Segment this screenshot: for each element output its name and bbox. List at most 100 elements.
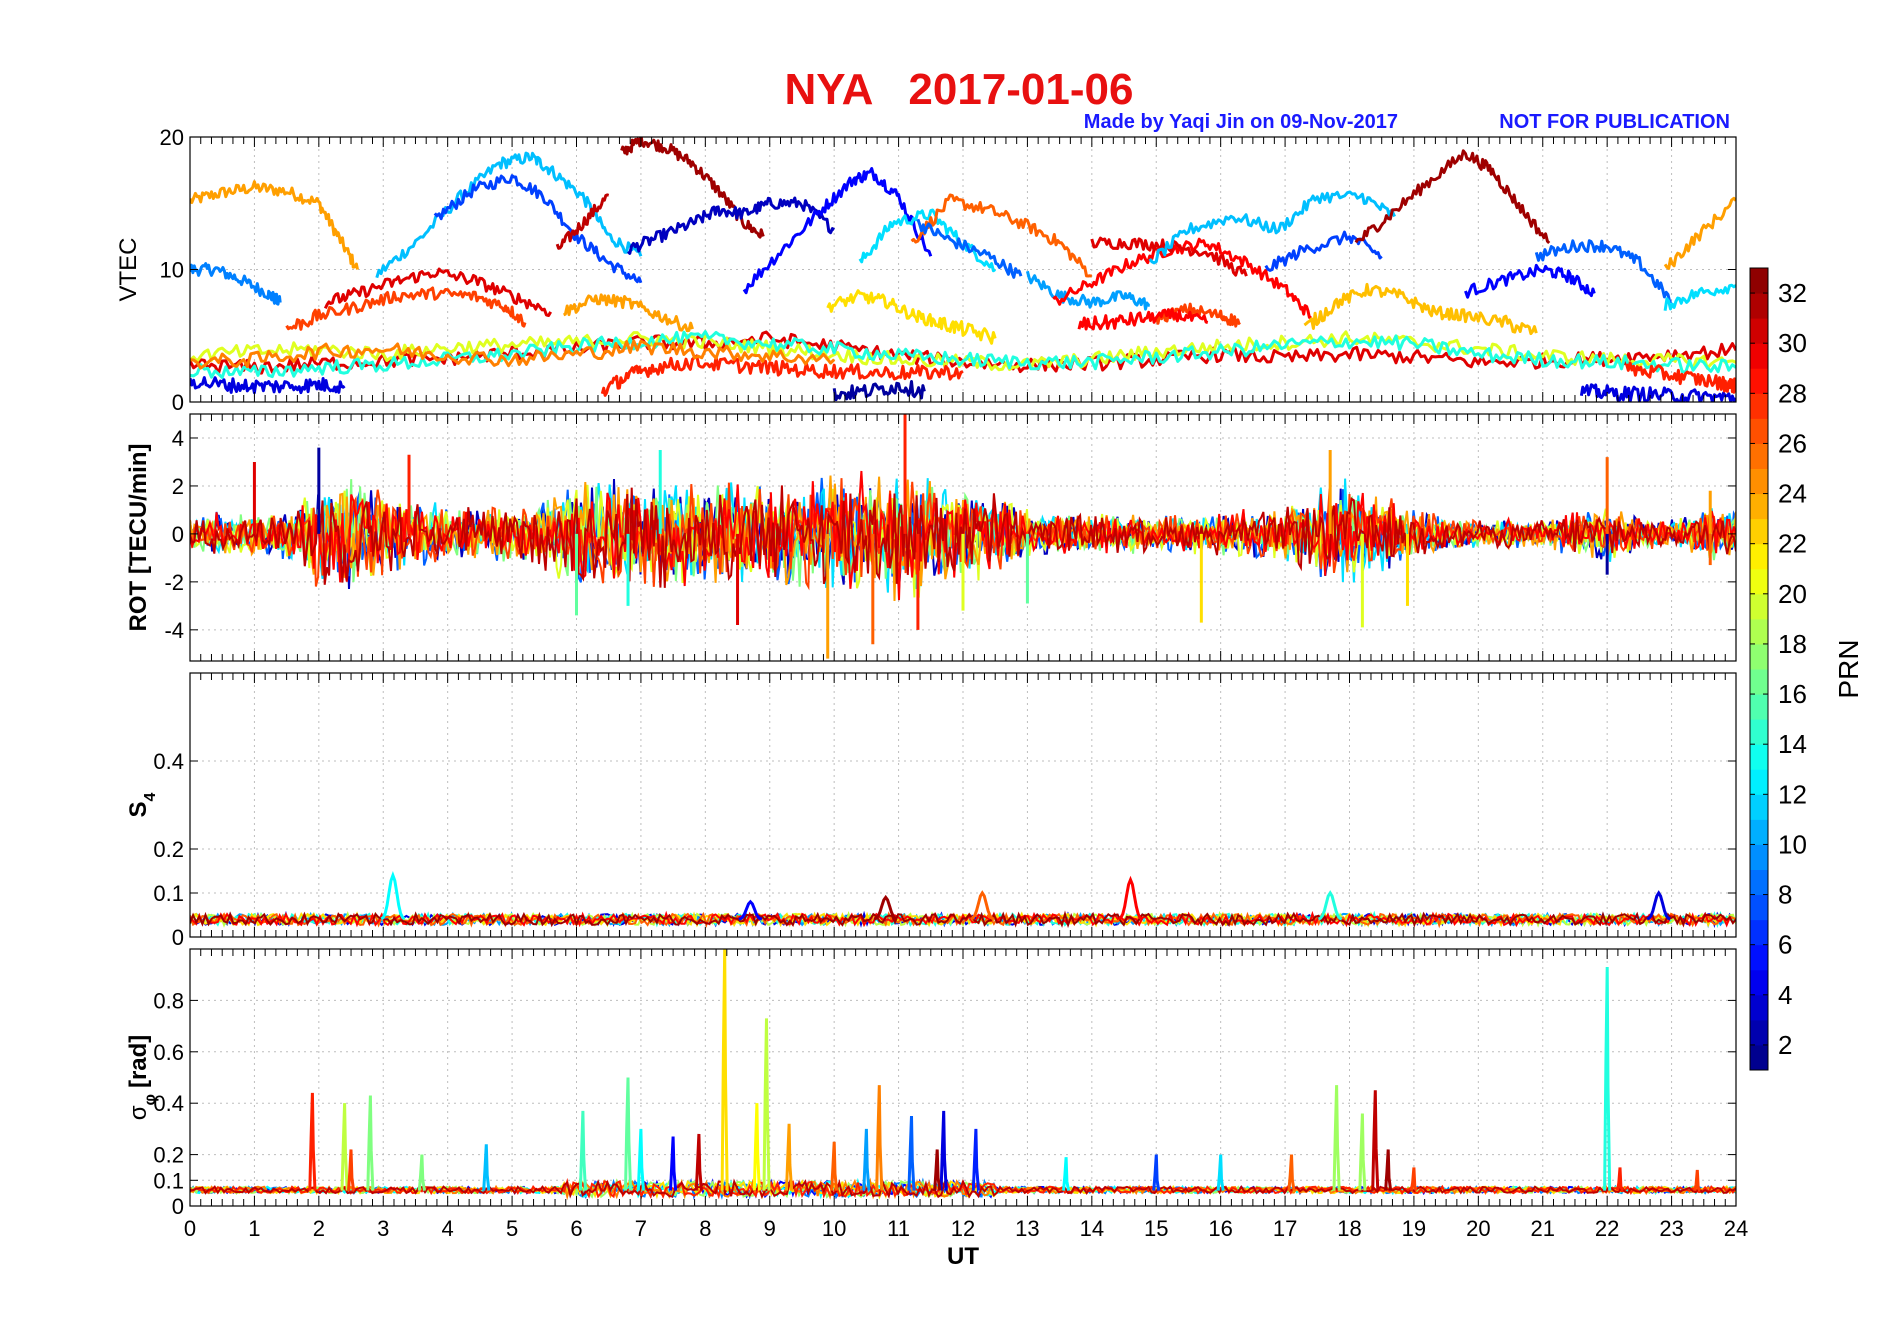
author-credit: Made by Yaqi Jin on 09-Nov-2017	[1084, 111, 1398, 133]
colorbar-segment	[1750, 994, 1768, 1021]
colorbar-segment	[1750, 669, 1768, 695]
sigma-spike-prn-11	[482, 1144, 491, 1191]
vtec-series-prn-4	[190, 376, 346, 395]
vtec-series-prn-5	[1464, 263, 1596, 299]
colorbar-tick-label: 10	[1778, 829, 1807, 859]
colorbar-tick-label: 28	[1778, 378, 1807, 408]
y-tick-label: 0	[172, 925, 184, 950]
x-tick-label: 14	[1080, 1216, 1104, 1241]
panel-2: -4 -2 0 2 4 ROT [TECU/min]	[125, 413, 1737, 662]
sigma-spike-prn-14	[1603, 966, 1612, 1191]
x-tick-label: 2	[313, 1216, 325, 1241]
colorbar-segment	[1750, 543, 1768, 570]
colorbar-segment	[1750, 969, 1768, 996]
y-tick-label: 4	[172, 426, 184, 451]
colorbar-tick-label: 12	[1778, 779, 1807, 809]
vtec-series-prn-24	[1663, 196, 1736, 270]
colorbar-segment	[1750, 368, 1768, 394]
vtec-series-prn-32	[620, 137, 765, 239]
colorbar-segment	[1750, 894, 1768, 921]
sigma-spike-prn-27	[347, 1149, 356, 1191]
vtec-series-prn-7	[1264, 230, 1383, 272]
sigma-spike-prn-10	[862, 1128, 871, 1191]
s4-series-prn-32	[190, 910, 1736, 929]
x-tick-label: 20	[1466, 1216, 1490, 1241]
colorbar-segment	[1750, 819, 1768, 845]
colorbar-tick-label: 32	[1778, 278, 1807, 308]
vtec-series-prn-11	[1148, 190, 1396, 265]
vtec-series-prn-26	[910, 193, 1093, 278]
vtec-series-prn-12	[1663, 283, 1736, 311]
s4-bump-prn-13	[380, 871, 406, 921]
vtec-series-prn-22	[826, 289, 997, 345]
x-tick-label: 11	[887, 1216, 910, 1241]
x-axis-label: UT	[947, 1243, 979, 1270]
x-tick-label: 0	[184, 1216, 196, 1241]
vtec-series-prn-4	[1579, 383, 1736, 402]
vtec-series-prn-23	[1303, 282, 1538, 336]
sigma-spike-prn-26	[830, 1141, 839, 1191]
x-tick-label: 22	[1595, 1216, 1619, 1241]
sigma-spike-prn-16	[624, 1077, 633, 1191]
x-tick-label: 18	[1337, 1216, 1361, 1241]
y-tick-label: -4	[164, 618, 184, 643]
x-tick-label: 12	[951, 1216, 975, 1241]
colorbar-segment	[1750, 643, 1768, 670]
sigma-spike-prn-27	[1409, 1167, 1418, 1192]
x-tick-label: 15	[1144, 1216, 1168, 1241]
sigma-spike-prn-7	[1152, 1154, 1161, 1191]
plot-area	[190, 949, 1736, 1201]
panel-3: 0 0.1 0.2 0.4 S4	[125, 672, 1737, 950]
vtec-series-prn-11	[375, 151, 643, 279]
sigma-spike-prn-31	[694, 1133, 703, 1191]
y-tick-label: 0.2	[153, 837, 184, 862]
s4-bump-prn-29	[1118, 875, 1143, 921]
panel-1: 0 10 20 VTEC	[115, 125, 1737, 415]
colorbar-segment	[1750, 1019, 1768, 1046]
vtec-series-prn-12	[858, 208, 997, 273]
colorbar-segment	[1750, 468, 1768, 495]
chart-title: NYA 2017-01-06	[785, 65, 1134, 114]
y-tick-label: 0.1	[153, 1168, 184, 1193]
y-axis-label: σφ[rad]	[125, 1035, 159, 1121]
colorbar-segment	[1750, 393, 1768, 419]
plot-area	[190, 137, 1736, 402]
x-tick-label: 3	[377, 1216, 389, 1241]
plot-area	[190, 414, 1736, 659]
x-tick-label: 19	[1402, 1216, 1426, 1241]
y-tick-label: 0.1	[153, 881, 184, 906]
vtec-series-prn-29	[1052, 237, 1312, 319]
colorbar-segment	[1750, 719, 1768, 745]
x-tick-label: 16	[1208, 1216, 1232, 1241]
sigma-spike-prn-4	[939, 1110, 948, 1191]
panel-4: 00.10.20.40.60.8σφ[rad]0 1 2 3 4 5 6 7 8 9 10 11 12 1…	[125, 948, 1748, 1270]
vtec-series-prn-25	[190, 339, 836, 370]
x-tick-label: 5	[506, 1216, 518, 1241]
colorbar-segment	[1750, 568, 1768, 595]
vtec-series-prn-27	[285, 286, 527, 331]
colorbar-segment	[1750, 869, 1768, 896]
y-tick-label: 10	[160, 258, 184, 283]
colorbar-segment	[1750, 318, 1768, 344]
vtec-series-prn-28	[1625, 361, 1736, 394]
sigma-spike-prn-25	[875, 1085, 884, 1191]
sigma-spike-prn-31	[1371, 1090, 1380, 1191]
s4-bump-prn-4	[1646, 890, 1671, 921]
x-tick-label: 4	[442, 1216, 454, 1241]
x-tick-label: 21	[1531, 1216, 1555, 1241]
sigma-spike-prn-27	[1693, 1169, 1702, 1192]
sigma-series-prn-31	[190, 1178, 1736, 1200]
colorbar-segment	[1750, 443, 1768, 469]
s4-bump-prn-14	[1317, 890, 1343, 921]
vtec-series-prn-24	[562, 293, 694, 333]
publication-notice: NOT FOR PUBLICATION	[1499, 111, 1730, 133]
y-tick-label: 2	[172, 474, 184, 499]
y-tick-label: 0.4	[153, 1091, 184, 1116]
sigma-spike-prn-15	[578, 1110, 587, 1191]
x-tick-label: 13	[1015, 1216, 1039, 1241]
colorbar-tick-label: 8	[1778, 880, 1792, 910]
rot-series-prn-24	[190, 475, 1736, 602]
